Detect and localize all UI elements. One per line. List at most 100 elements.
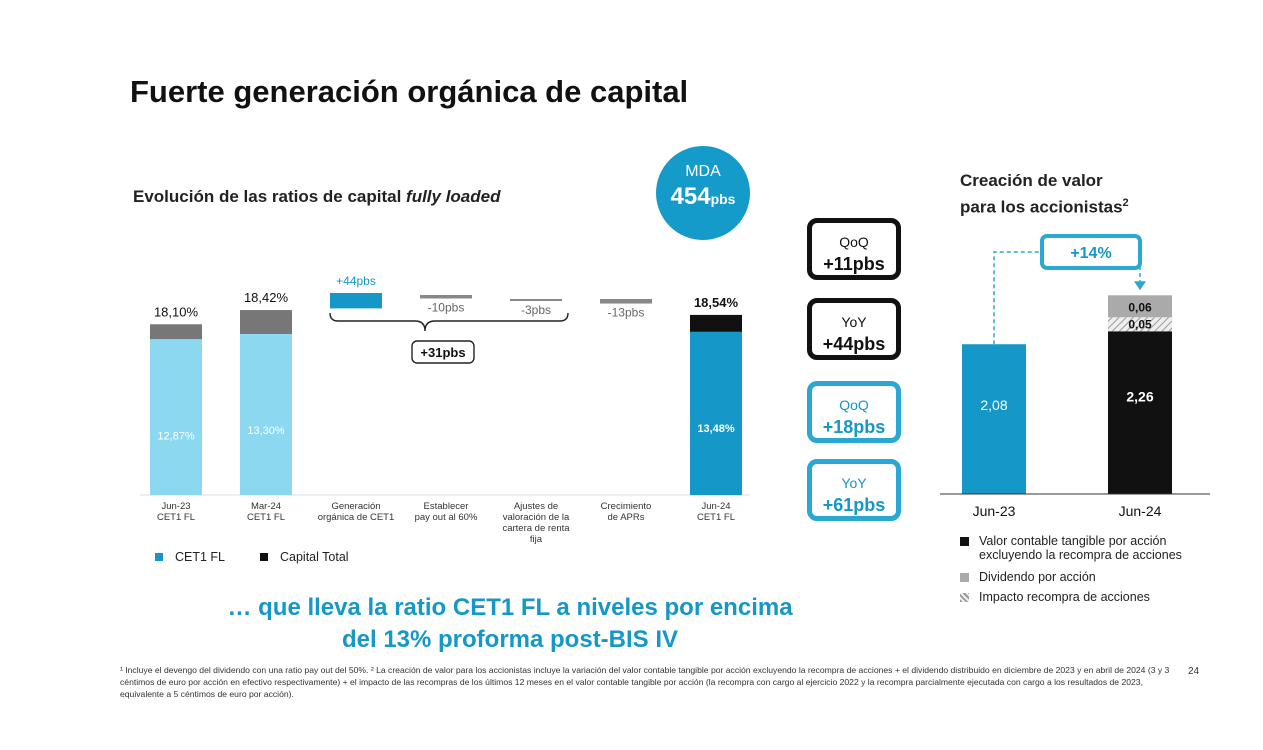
delta-label: -3pbs: [521, 303, 551, 317]
bracket: [329, 312, 569, 332]
total-data-label: 18,10%: [154, 304, 199, 319]
legend-label-cet1: CET1 FL: [175, 550, 225, 564]
category-label: Mar-24: [251, 501, 281, 512]
mda-unit: pbs: [710, 191, 736, 207]
pill-value: +18pbs: [822, 417, 886, 437]
growth-line-left: [993, 251, 1042, 345]
delta-label: -13pbs: [608, 306, 645, 320]
legend-item: Dividendo por acción: [960, 570, 1210, 584]
growth-label: +14%: [1070, 245, 1111, 262]
category-label: CET1 FL: [157, 512, 195, 523]
legend-label: Valor contable tangible por acción exclu…: [979, 534, 1182, 562]
bar-label-jun24: 2,26: [1126, 388, 1153, 404]
category-label: CET1 FL: [697, 512, 735, 523]
category-label: de APRs: [608, 512, 645, 523]
bracket-box: [411, 340, 475, 364]
legend-item: Impacto recompra de acciones: [960, 590, 1210, 604]
pill-period: YoY: [841, 475, 867, 491]
legend-item: Valor contable tangible por acción exclu…: [960, 534, 1210, 562]
legend-swatch: [960, 573, 969, 582]
mda-badge: MDA 454pbs: [656, 146, 750, 240]
value-category-label: Jun-23: [973, 503, 1016, 519]
mda-value: 454: [670, 183, 711, 210]
value-creation-legend: Valor contable tangible por acción exclu…: [960, 534, 1210, 610]
delta-bar: [510, 299, 562, 301]
left-chart-subtitle: Evolución de las ratios de capital fully…: [133, 187, 501, 207]
tagline-line1: … que lleva la ratio CET1 FL a niveles p…: [227, 594, 793, 621]
change-pill: YoY +61pbs: [807, 459, 901, 521]
delta-bar: [330, 293, 382, 309]
delta-label: -10pbs: [428, 301, 465, 315]
legend-swatch: [960, 593, 969, 602]
category-label: valoración de la: [503, 512, 570, 523]
bar-jun24-buyback: [1108, 317, 1172, 332]
category-label: CET1 FL: [247, 512, 285, 523]
bar-label-buyback: 0,05: [1128, 317, 1152, 331]
bar-cet1: [150, 339, 202, 495]
category-label: Ajustes de: [514, 501, 558, 512]
bar-jun23: [962, 344, 1026, 494]
total-data-label: 18,54%: [694, 295, 739, 310]
footnote: ¹ Incluye el devengo del dividendo con u…: [120, 665, 1170, 699]
page-number: 24: [1188, 666, 1200, 677]
value-creation-chart: 2,08 2,26 0,05 0,06 +14% Jun-23 Jun-24: [940, 234, 1210, 519]
pill-period: QoQ: [839, 234, 869, 250]
bar-label-dividend: 0,06: [1128, 300, 1152, 314]
category-label: Generación: [331, 501, 380, 512]
legend-label: Impacto recompra de acciones: [979, 590, 1150, 604]
bar-capital-total: [690, 314, 742, 332]
value-creation-title: Creación de valor para los accionistas2: [960, 170, 1129, 219]
pill-value: +61pbs: [822, 495, 886, 515]
cet1-data-label: 12,87%: [157, 430, 195, 442]
category-label: Crecimiento: [601, 501, 652, 512]
subtitle-italic: fully loaded: [406, 187, 501, 206]
value-title-line2-text: para los accionistas: [960, 197, 1123, 217]
capital-ratios-chart: 12,87% 18,10% 13,30% 18,42% 13,48% 18,54% +44p…: [140, 274, 750, 564]
subtitle-text: Evolución de las ratios de capital: [133, 187, 407, 206]
delta-bar: [600, 299, 652, 304]
category-label: Establecer: [424, 501, 469, 512]
legend-label-total: Capital Total: [280, 550, 349, 564]
bracket-label: +31pbs: [420, 345, 465, 360]
page-title: Fuerte generación orgánica de capital: [130, 74, 689, 109]
mda-label: MDA: [685, 163, 721, 180]
tagline-line2: del 13% proforma post-BIS IV: [341, 626, 679, 653]
growth-arrowhead: [1134, 281, 1146, 291]
value-title-line2: para los accionistas2: [960, 192, 1129, 219]
total-data-label: 18,42%: [244, 290, 289, 305]
delta-bar: [420, 295, 472, 299]
pill-period: YoY: [841, 314, 867, 330]
bar-capital-total: [150, 324, 202, 340]
category-label: fija: [530, 534, 543, 545]
pill-value: +11pbs: [823, 254, 885, 274]
pill-value: +44pbs: [822, 334, 886, 354]
change-pill: QoQ +18pbs: [807, 381, 901, 443]
legend-swatch: [960, 537, 969, 546]
bar-jun24-dividend: [1108, 295, 1172, 318]
bar-cet1: [690, 331, 742, 495]
cet1-data-label: 13,30%: [247, 425, 285, 437]
value-category-label: Jun-24: [1119, 503, 1162, 519]
category-label: cartera de renta: [502, 523, 570, 534]
mda-value-wrap: 454pbs: [656, 183, 750, 211]
legend-swatch-cet1: [155, 553, 163, 561]
bar-cet1: [240, 334, 292, 495]
value-title-sup: 2: [1122, 197, 1129, 209]
legend-label: Dividendo por acción: [979, 570, 1096, 584]
category-label: pay out al 60%: [415, 512, 478, 523]
category-label: Jun-24: [701, 501, 730, 512]
legend-swatch-total: [260, 553, 268, 561]
pill-period: QoQ: [839, 397, 869, 413]
bar-label-jun23: 2,08: [980, 397, 1007, 413]
delta-label: +44pbs: [336, 274, 376, 288]
bar-capital-total: [240, 310, 292, 335]
value-title-line1: Creación de valor: [960, 171, 1103, 190]
change-pill: QoQ +11pbs: [807, 218, 901, 280]
growth-box: [1040, 234, 1142, 270]
change-pill: YoY +44pbs: [807, 298, 901, 360]
category-label: orgánica de CET1: [318, 512, 395, 523]
bar-jun24-tbv: [1108, 331, 1172, 494]
cet1-data-label: 13,48%: [697, 423, 735, 435]
category-label: Jun-23: [161, 501, 190, 512]
tagline: … que lleva la ratio CET1 FL a niveles p…: [180, 592, 840, 656]
